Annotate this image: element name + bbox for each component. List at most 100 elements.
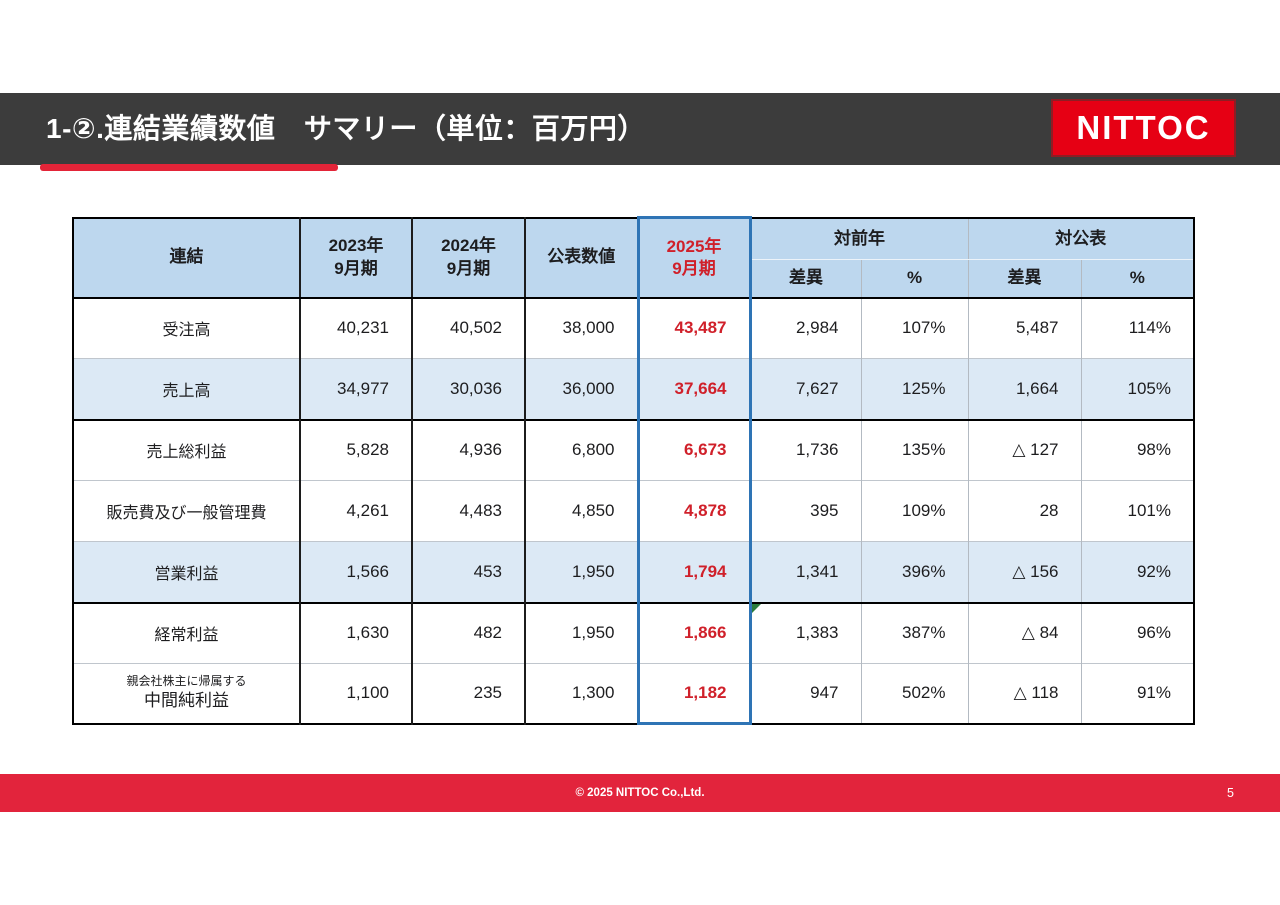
cell-fy2023: 40,231 [299, 297, 412, 359]
header-fy2023: 2023年 9月期 [299, 217, 412, 299]
cell-fy2024: 30,036 [411, 358, 525, 420]
header-fy2025-highlighted: 2025年 9月期 [636, 216, 752, 299]
header-published-figures: 公表数値 [524, 217, 638, 299]
cell-prev-pct: 125% [860, 358, 968, 420]
table-row-ordinary-income: 経常利益 1,630 482 1,950 1,866 1,383 387% △ … [73, 601, 1194, 664]
row-label: 販売費及び一般管理費 [73, 480, 300, 542]
cell-fy2024: 4,483 [411, 480, 525, 542]
cell-fy2024: 453 [411, 541, 525, 603]
row-label: 売上高 [73, 358, 300, 420]
table-row-orders-received: 受注高 40,231 40,502 38,000 43,487 2,984 10… [73, 297, 1194, 359]
row-label-qualifier: 親会社株主に帰属する [126, 674, 247, 689]
slide-footer-bar: © 2025 NITTOC Co.,Ltd. 5 [0, 774, 1280, 812]
cell-fy2024: 40,502 [411, 297, 525, 359]
cell-fy2023: 4,261 [299, 480, 412, 542]
cell-prev-pct: 135% [860, 418, 968, 481]
cell-fy2025: 6,673 [636, 418, 752, 481]
cell-fy2025: 4,878 [636, 480, 752, 542]
header-pub-pct: % [1080, 259, 1194, 299]
header-row-2: 差異 % 差異 % [73, 259, 1194, 299]
header-fy2025-line2: 9月期 [672, 258, 716, 278]
header-prev-pct: % [860, 259, 968, 299]
header-fy2024-line2: 9月期 [446, 258, 491, 278]
cell-pub-diff: 5,487 [967, 297, 1081, 359]
nittoc-logo-text: NITTOC [1076, 109, 1211, 146]
table-row-interim-net-income: 親会社株主に帰属する 中間純利益 1,100 235 1,300 1,182 9… [73, 663, 1194, 725]
title-accent-underline [40, 164, 338, 171]
cell-pub-diff: △ 127 [967, 418, 1081, 481]
header-fy2024: 2024年 9月期 [411, 217, 525, 299]
header-row-1: 連結 2023年 9月期 2024年 9月期 公表数値 2025年 9月期 対前… [73, 216, 1194, 299]
cell-published: 1,950 [524, 541, 638, 603]
cell-pub-pct: 96% [1080, 601, 1194, 664]
cell-pub-pct: 101% [1080, 480, 1194, 542]
cell-prev-pct: 396% [860, 541, 968, 603]
header-group-vs-published: 対公表 [967, 217, 1194, 260]
header-fy2025-line1: 2025年 [666, 236, 722, 256]
row-label: 営業利益 [73, 541, 300, 603]
header-prev-diff: 差異 [750, 259, 861, 299]
cell-fy2023: 34,977 [299, 358, 412, 420]
cell-pub-diff: △ 118 [967, 663, 1081, 724]
cell-published: 1,300 [524, 663, 638, 724]
excel-flag-green-triangle-icon [751, 604, 761, 613]
header-fy2023-line2: 9月期 [334, 258, 378, 278]
cell-prev-diff: 1,736 [750, 418, 861, 481]
cell-prev-diff: 395 [750, 480, 861, 542]
row-label: 売上総利益 [73, 418, 300, 481]
table-row-net-sales: 売上高 34,977 30,036 36,000 37,664 7,627 12… [73, 358, 1194, 420]
header-consolidated: 連結 [73, 217, 300, 299]
cell-fy2025: 43,487 [636, 297, 752, 359]
cell-prev-pct: 109% [860, 480, 968, 542]
cell-published: 38,000 [524, 297, 638, 359]
cell-pub-diff: △ 156 [967, 541, 1081, 603]
cell-pub-pct: 105% [1080, 358, 1194, 420]
cell-fy2025: 1,182 [636, 663, 752, 725]
page-number: 5 [1227, 786, 1234, 800]
cell-published: 1,950 [524, 601, 638, 664]
table-row-gross-profit: 売上総利益 5,828 4,936 6,800 6,673 1,736 135%… [73, 418, 1194, 481]
cell-prev-diff: 7,627 [750, 358, 861, 420]
table-row-sga-expenses: 販売費及び一般管理費 4,261 4,483 4,850 4,878 395 1… [73, 480, 1194, 542]
row-label: 親会社株主に帰属する 中間純利益 [73, 663, 300, 724]
row-label-main: 中間純利益 [144, 691, 229, 710]
cell-prev-diff: 947 [750, 663, 861, 724]
cell-pub-diff: 28 [967, 480, 1081, 542]
table-row-operating-income: 営業利益 1,566 453 1,950 1,794 1,341 396% △ … [73, 541, 1194, 603]
cell-fy2023: 5,828 [299, 418, 412, 481]
cell-fy2025: 1,794 [636, 541, 752, 603]
cell-pub-diff: 1,664 [967, 358, 1081, 420]
cell-prev-pct: 107% [860, 297, 968, 359]
cell-published: 6,800 [524, 418, 638, 481]
cell-fy2024: 235 [411, 663, 525, 724]
cell-prev-pct: 502% [860, 663, 968, 724]
header-fy2023-line1: 2023年 [328, 236, 384, 256]
cell-pub-diff: △ 84 [967, 601, 1081, 664]
financial-summary-table: 連結 2023年 9月期 2024年 9月期 公表数値 2025年 9月期 対前… [72, 216, 1195, 725]
cell-pub-pct: 98% [1080, 418, 1194, 481]
cell-fy2023: 1,566 [299, 541, 412, 603]
cell-fy2024: 482 [411, 601, 525, 664]
header-fy2024-line1: 2024年 [441, 236, 496, 256]
page-title: 1-②.連結業績数値 サマリー（単位：百万円） [46, 113, 646, 144]
cell-prev-pct: 387% [860, 601, 968, 664]
row-label: 受注高 [162, 322, 211, 340]
cell-fy2024: 4,936 [411, 418, 525, 481]
nittoc-logo: NITTOC [1051, 99, 1236, 157]
cell-fy2025: 37,664 [636, 358, 752, 420]
copyright-text: © 2025 NITTOC Co.,Ltd. [575, 787, 705, 799]
cell-published: 4,850 [524, 480, 638, 542]
header-group-vs-prev-year: 対前年 [750, 217, 968, 260]
cell-pub-pct: 92% [1080, 541, 1194, 603]
cell-fy2023: 1,100 [299, 663, 412, 724]
cell-pub-pct: 114% [1080, 297, 1194, 359]
cell-prev-diff: 1,341 [750, 541, 861, 603]
cell-published: 36,000 [524, 358, 638, 420]
row-label: 経常利益 [73, 601, 300, 664]
cell-fy2023: 1,630 [299, 601, 412, 664]
cell-prev-diff-value: 1,383 [795, 623, 839, 643]
cell-fy2025: 1,866 [636, 601, 752, 664]
financial-summary-table-wrap: 連結 2023年 9月期 2024年 9月期 公表数値 2025年 9月期 対前… [72, 216, 1195, 725]
cell-prev-diff: 1,383 [750, 601, 861, 664]
header-pub-diff: 差異 [967, 259, 1081, 299]
